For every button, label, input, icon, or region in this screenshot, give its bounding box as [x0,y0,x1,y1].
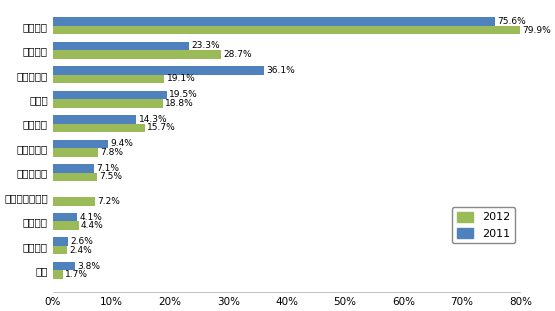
Bar [53,148,98,157]
Bar [53,246,67,254]
Bar [53,66,264,75]
Bar [53,50,220,59]
Text: 75.6%: 75.6% [497,17,526,26]
Text: 23.3%: 23.3% [191,41,220,50]
Text: 4.1%: 4.1% [79,213,102,222]
Text: 4.4%: 4.4% [81,221,104,230]
Text: 19.5%: 19.5% [169,91,198,100]
Text: 79.9%: 79.9% [522,26,551,35]
Bar [53,42,189,50]
Text: 7.5%: 7.5% [99,172,122,181]
Text: 7.8%: 7.8% [100,148,124,157]
Bar [53,197,95,206]
Bar [53,221,78,230]
Text: 2.6%: 2.6% [70,237,93,246]
Bar [53,115,137,123]
Legend: 2012, 2011: 2012, 2011 [452,207,515,243]
Bar [53,270,63,279]
Text: 18.8%: 18.8% [165,99,194,108]
Text: 28.7%: 28.7% [223,50,251,59]
Bar [53,164,94,173]
Bar [53,237,68,246]
Bar [53,26,520,34]
Bar [53,123,144,132]
Text: 14.3%: 14.3% [139,115,168,124]
Text: 9.4%: 9.4% [110,139,133,148]
Bar [53,17,495,26]
Text: 7.1%: 7.1% [97,164,120,173]
Bar [53,140,108,148]
Bar [53,213,77,221]
Bar [53,91,167,99]
Text: 3.8%: 3.8% [77,262,100,271]
Bar [53,262,75,270]
Text: 36.1%: 36.1% [266,66,295,75]
Text: 15.7%: 15.7% [147,123,175,132]
Text: 1.7%: 1.7% [65,270,88,279]
Text: 2.4%: 2.4% [69,246,92,255]
Text: 19.1%: 19.1% [167,75,195,83]
Text: 7.2%: 7.2% [97,197,120,206]
Bar [53,99,163,108]
Bar [53,75,164,83]
Bar [53,173,97,181]
